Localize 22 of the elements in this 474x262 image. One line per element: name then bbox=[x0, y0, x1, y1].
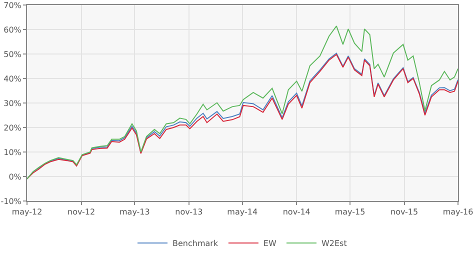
legend-label: W2Est bbox=[321, 239, 347, 248]
legend-label: EW bbox=[263, 239, 276, 248]
x-tick-label: may-15 bbox=[334, 208, 366, 217]
x-tick-label: may-16 bbox=[442, 208, 474, 217]
x-tick-label: nov-14 bbox=[282, 208, 310, 217]
x-tick-label: may-14 bbox=[227, 208, 258, 217]
y-tick-label: 0% bbox=[8, 172, 22, 182]
legend-label: Benchmark bbox=[172, 239, 218, 248]
x-tick-label: nov-12 bbox=[68, 208, 96, 217]
y-tick-label: 30% bbox=[4, 98, 22, 108]
y-tick-label: 60% bbox=[4, 25, 22, 34]
x-tick-label: nov-13 bbox=[175, 208, 203, 217]
y-tick-label: 40% bbox=[4, 74, 22, 84]
y-tick-label: -10% bbox=[0, 196, 22, 206]
y-tick-label: 50% bbox=[4, 50, 22, 59]
x-tick-label: may-12 bbox=[12, 208, 42, 217]
x-tick-label: nov-15 bbox=[390, 208, 418, 217]
x-tick-label: may-13 bbox=[120, 208, 150, 217]
y-tick-label: 20% bbox=[4, 123, 22, 132]
y-tick-label: 70% bbox=[4, 0, 22, 10]
y-tick-label: 10% bbox=[4, 148, 22, 157]
line-series bbox=[27, 26, 458, 180]
